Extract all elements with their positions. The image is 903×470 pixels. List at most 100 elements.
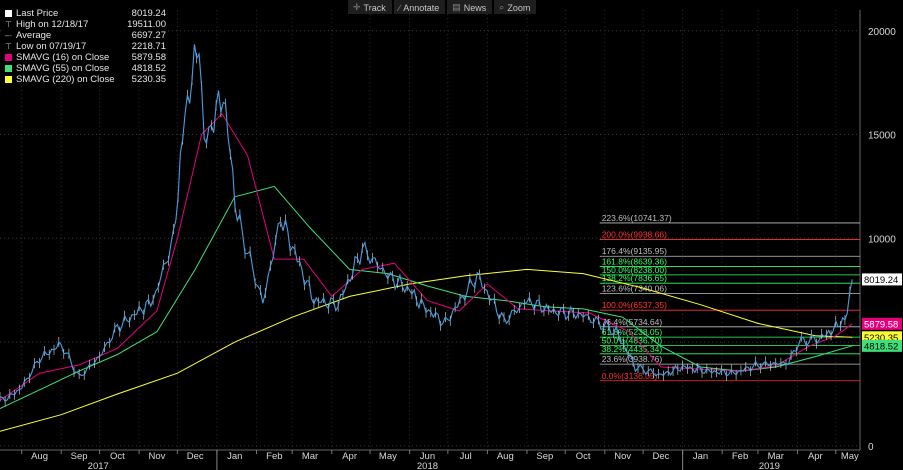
- fib-level-label: 61.8%(5238.05): [602, 327, 663, 337]
- x-tick-label: May: [841, 451, 859, 462]
- x-tick-label: Jun: [420, 451, 435, 462]
- year-label: 2018: [417, 461, 438, 470]
- fib-level-label: 176.4%(9135.95): [602, 246, 667, 256]
- fib-level-label: 38.2%(4435.34): [602, 344, 663, 354]
- x-tick-label: Jul: [460, 451, 472, 462]
- value-tag-bg: [862, 273, 902, 286]
- value-tag: 4818.52: [862, 339, 902, 352]
- legend-row: Last Price 8019.24: [3, 8, 166, 19]
- toolbar-zoom-button[interactable]: ⌕ Zoom: [494, 0, 537, 14]
- fib-level-label: 161.8%(8639.36): [602, 257, 667, 267]
- legend-label: SMAVG (16) on Close: [16, 52, 110, 63]
- toolbar-label: News: [463, 2, 487, 13]
- x-tick-label: Dec: [187, 451, 204, 462]
- legend-label: SMAVG (55) on Close: [16, 63, 110, 74]
- legend-label: Low on 07/19/17: [16, 41, 87, 52]
- toolbar-label: Annotate: [403, 2, 440, 13]
- legend-row: ⊤ Low on 07/19/17 2218.71: [3, 41, 166, 52]
- x-tick-label: Feb: [732, 451, 748, 462]
- toolbar-news-button[interactable]: ▤ News: [447, 0, 493, 14]
- x-tick-label: Aug: [497, 451, 514, 462]
- year-label: 2017: [88, 461, 109, 470]
- legend-value: 5230.35: [131, 74, 166, 85]
- toolbar-label: Zoom: [507, 2, 531, 13]
- y-tick-label: 10000: [868, 234, 896, 245]
- legend-value: 8019.24: [131, 8, 166, 19]
- series-line-smavg16: [0, 112, 853, 401]
- legend-value: 4818.52: [131, 63, 166, 74]
- x-tick-label: Nov: [614, 451, 631, 462]
- fib-level-label: 0.0%(3136.05): [602, 371, 658, 381]
- legend-value: 6697.27: [131, 30, 166, 41]
- year-label: 2019: [759, 461, 780, 470]
- track-icon: ✛: [353, 2, 361, 12]
- news-icon: ▤: [452, 2, 461, 12]
- x-tick-label: Jan: [227, 451, 242, 462]
- toolbar-annotate-button[interactable]: ∕ Annotate: [393, 0, 446, 14]
- x-tick-label: Apr: [808, 451, 823, 462]
- fib-level-label: 50.0%(4836.70): [602, 335, 663, 345]
- value-tag-label: 8019.24: [864, 275, 898, 286]
- x-tick-label: May: [379, 451, 397, 462]
- value-tag-bg: [862, 317, 902, 330]
- toolbar-track-button[interactable]: ✛ Track: [348, 0, 392, 14]
- fib-level-label: 76.4%(5734.64): [602, 317, 663, 327]
- legend-value: 19511.00: [127, 19, 166, 30]
- x-tick-label: Mar: [768, 451, 784, 462]
- series-line-price: [0, 44, 853, 403]
- fib-level-label: 123.6%(7340.06): [602, 284, 667, 294]
- legend-value: 2218.71: [131, 41, 166, 52]
- fib-level-label: 223.6%(10741.37): [602, 213, 672, 223]
- value-tag: 8019.24: [862, 273, 902, 286]
- fib-level-label: 150.0%(8238.00): [602, 265, 667, 275]
- value-tag-label: 4818.52: [864, 341, 898, 352]
- fib-level-label: 200.0%(9938.66): [602, 230, 667, 240]
- x-tick-label: Feb: [266, 451, 282, 462]
- chart-legend: Last Price 8019.24 ⊤ High on 12/18/17 19511.…: [3, 8, 166, 85]
- x-tick-label: Sep: [71, 451, 88, 462]
- x-tick-label: Dec: [652, 451, 669, 462]
- value-tag-bg: [862, 339, 902, 352]
- fib-level-label: 100.0%(6537.35): [602, 300, 667, 310]
- value-tag: 5879.58: [862, 317, 902, 330]
- x-tick-label: Oct: [110, 451, 125, 462]
- legend-row: SMAVG (16) on Close 5879.58: [3, 52, 166, 63]
- legend-label: Last Price: [16, 8, 59, 19]
- y-tick-label: 20000: [868, 27, 896, 38]
- legend-swatch: [5, 10, 12, 17]
- legend-label: Average: [16, 30, 52, 41]
- legend-swatch: [5, 65, 12, 72]
- value-tag-label: 5230.35: [864, 333, 898, 344]
- series-line-smavg220: [0, 268, 853, 432]
- y-tick-label: 0: [868, 442, 874, 453]
- x-tick-label: Oct: [576, 451, 591, 462]
- chart-toolbar: ✛ Track ∕ Annotate ▤ News ⌕ Zoom: [348, 0, 537, 14]
- x-tick-label: Mar: [302, 451, 318, 462]
- legend-swatch: [5, 76, 12, 83]
- annotate-icon: ∕: [398, 2, 401, 13]
- value-tag-label: 5879.58: [864, 319, 898, 330]
- legend-marker-icon: ⊤: [5, 42, 12, 51]
- legend-label: SMAVG (220) on Close: [16, 74, 115, 85]
- legend-row: SMAVG (220) on Close 5230.35: [3, 74, 166, 85]
- series-group: [0, 44, 853, 432]
- legend-value: 5879.58: [131, 52, 166, 63]
- legend-label: High on 12/18/17: [16, 19, 89, 30]
- y-tick-label: 15000: [868, 131, 896, 142]
- legend-row: SMAVG (55) on Close 4818.52: [3, 63, 166, 74]
- x-tick-label: Apr: [342, 451, 357, 462]
- series-line-smavg55: [0, 185, 853, 409]
- legend-row: ⊤ High on 12/18/17 19511.00: [3, 19, 166, 30]
- zoom-icon: ⌕: [499, 2, 505, 12]
- x-tick-label: Nov: [148, 451, 165, 462]
- legend-marker-icon: –·: [5, 31, 13, 40]
- x-tick-label: Aug: [31, 451, 48, 462]
- x-tick-label: Sep: [536, 451, 553, 462]
- legend-swatch: [5, 54, 12, 61]
- legend-marker-icon: ⊤: [5, 20, 12, 29]
- fib-level-label: 138.2%(7836.65): [602, 273, 667, 283]
- toolbar-label: Track: [363, 2, 386, 13]
- fibonacci-levels: 223.6%(10741.37) 200.0%(9938.66) 176.4%(91…: [599, 213, 860, 382]
- legend-row: –· Average 6697.27: [3, 30, 166, 41]
